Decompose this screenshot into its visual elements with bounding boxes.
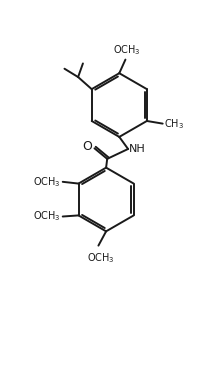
Text: O: O: [82, 140, 92, 153]
Text: NH: NH: [129, 144, 146, 154]
Text: OCH$_3$: OCH$_3$: [88, 251, 115, 265]
Text: OCH$_3$: OCH$_3$: [113, 43, 140, 57]
Text: OCH$_3$: OCH$_3$: [33, 210, 61, 223]
Text: CH$_3$: CH$_3$: [164, 117, 185, 130]
Text: OCH$_3$: OCH$_3$: [33, 175, 61, 189]
